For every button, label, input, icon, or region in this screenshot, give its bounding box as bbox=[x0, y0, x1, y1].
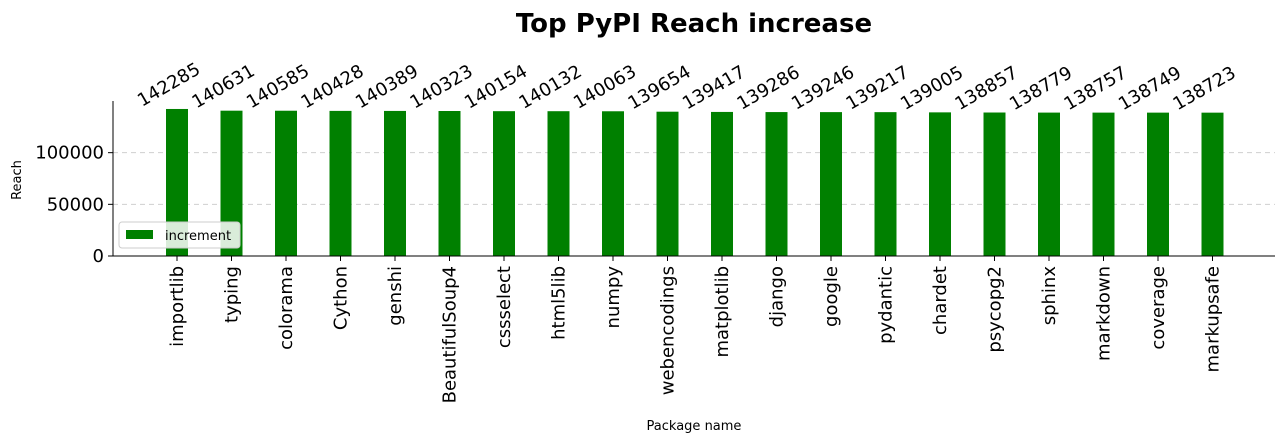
bar bbox=[493, 111, 515, 257]
bar bbox=[656, 111, 679, 257]
x-tick-label: psycopg2 bbox=[985, 266, 1006, 353]
x-tick-label: sphinx bbox=[1039, 266, 1060, 326]
x-tick-label: typing bbox=[222, 266, 243, 323]
bar bbox=[820, 112, 842, 257]
y-tick-label: 0 bbox=[93, 246, 104, 267]
x-ticks: importlib typing colorama Cython genshi Beaut… bbox=[167, 256, 1224, 403]
bar bbox=[275, 110, 297, 256]
bar bbox=[166, 108, 188, 256]
x-tick-label: django bbox=[767, 266, 788, 327]
grid-lines bbox=[113, 152, 1275, 205]
bar bbox=[874, 112, 897, 257]
bar bbox=[220, 110, 243, 256]
legend: increment bbox=[118, 221, 241, 249]
x-tick-label: cssselect bbox=[494, 266, 515, 348]
bar bbox=[547, 111, 570, 256]
bar bbox=[983, 112, 1006, 256]
bar bbox=[1092, 112, 1115, 256]
x-tick-label: matplotlib bbox=[712, 266, 733, 358]
data-label: 138723 bbox=[1170, 62, 1240, 115]
x-tick-label: pydantic bbox=[876, 266, 897, 344]
y-axis-title: Reach bbox=[10, 160, 25, 200]
x-tick-label: BeautifulSoup4 bbox=[440, 266, 461, 403]
chart-title: Top PyPI Reach increase bbox=[516, 9, 872, 39]
bar bbox=[1038, 112, 1060, 256]
bar bbox=[384, 110, 406, 256]
legend-box bbox=[118, 221, 241, 249]
x-tick-label: importlib bbox=[167, 266, 188, 347]
x-tick-label: markdown bbox=[1094, 266, 1115, 361]
y-tick-label: 50000 bbox=[47, 194, 104, 215]
legend-label: increment bbox=[165, 229, 231, 244]
y-tick-label: 100000 bbox=[35, 143, 104, 164]
bars bbox=[166, 108, 1224, 257]
bar bbox=[1201, 112, 1224, 257]
x-tick-label: chardet bbox=[930, 266, 951, 335]
data-labels: 1422851406311405851404281403891403231401… bbox=[134, 59, 1240, 115]
x-tick-label: markupsafe bbox=[1203, 266, 1224, 373]
x-tick-label: numpy bbox=[603, 266, 624, 329]
x-axis-title: Package name bbox=[647, 419, 742, 434]
x-tick-label: Cython bbox=[331, 266, 352, 330]
bar bbox=[438, 110, 461, 256]
x-tick-label: genshi bbox=[385, 266, 406, 326]
legend-swatch bbox=[126, 230, 153, 239]
x-tick-label: google bbox=[821, 266, 842, 327]
x-tick-label: html5lib bbox=[549, 266, 570, 340]
axes bbox=[112, 101, 1275, 257]
y-ticks: 0 50000 100000 bbox=[35, 143, 113, 267]
bar bbox=[711, 111, 733, 257]
bar bbox=[765, 112, 788, 256]
x-tick-label: webencodings bbox=[658, 266, 679, 395]
bar bbox=[1147, 112, 1169, 256]
x-tick-label: coverage bbox=[1148, 266, 1169, 350]
bar bbox=[329, 110, 352, 256]
x-tick-label: colorama bbox=[276, 266, 297, 350]
bar bbox=[929, 112, 951, 256]
bar bbox=[602, 111, 624, 256]
